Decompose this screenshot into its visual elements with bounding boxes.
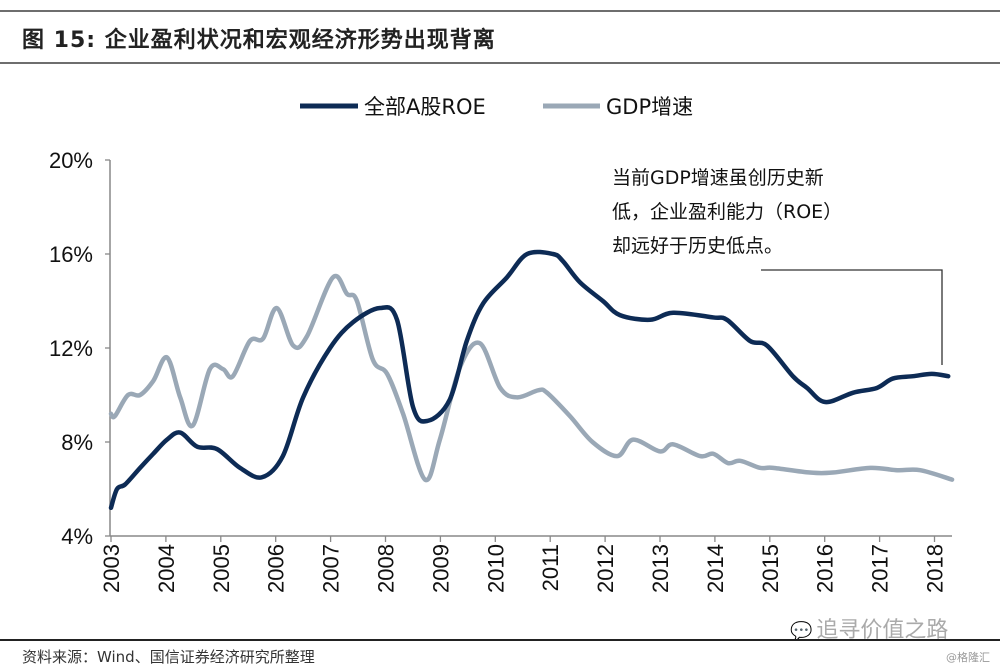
x-tick-label: 2015 (758, 544, 783, 593)
x-tick-label: 2007 (319, 544, 344, 593)
y-tick-label: 12% (49, 336, 93, 361)
legend-label-gdp: GDP增速 (606, 95, 693, 119)
top-rule (0, 10, 1000, 12)
x-tick-label: 2018 (923, 544, 948, 593)
annotation-leader-line (761, 269, 943, 365)
figure-title: 图 15: 企业盈利状况和宏观经济形势出现背离 (22, 28, 496, 53)
y-tick-label: 8% (61, 430, 93, 455)
watermark: 💬 追寻价值之路 (790, 612, 948, 644)
x-tick-label: 2003 (99, 544, 124, 593)
annotation: 当前GDP增速虽创历史新 低，企业盈利能力（ROE） 却远好于历史低点。 (612, 167, 943, 365)
annotation-line-3: 却远好于历史低点。 (612, 235, 783, 257)
watermark-text: 追寻价值之路 (816, 618, 949, 643)
title-rule (0, 62, 1000, 64)
y-tick-label: 20% (49, 148, 93, 173)
credit: @格隆汇 (946, 651, 990, 664)
x-tick-label: 2014 (703, 544, 728, 593)
annotation-line-2: 低，企业盈利能力（ROE） (612, 201, 842, 223)
wechat-icon: 💬 (790, 621, 813, 642)
annotation-line-1: 当前GDP增速虽创历史新 (612, 167, 824, 189)
x-tick-label: 2006 (264, 544, 289, 593)
x-tick-label: 2016 (813, 544, 838, 593)
source-note: 资料来源：Wind、国信证券经济研究所整理 (22, 648, 315, 666)
x-tick-label: 2009 (428, 544, 453, 593)
footer-rule (0, 639, 1000, 641)
x-tick-label: 2012 (593, 544, 618, 593)
x-tick-label: 2008 (374, 544, 399, 593)
x-tick-label: 2017 (868, 544, 893, 593)
x-tick-label: 2013 (648, 544, 673, 593)
y-tick-label: 16% (49, 242, 93, 267)
x-tick-label: 2005 (209, 544, 234, 593)
series-line-gdp (108, 273, 955, 483)
x-tick-label: 2010 (483, 544, 508, 593)
x-tick-label: 2004 (154, 544, 179, 593)
line-chart: 全部A股ROE GDP增速 4% 8% 12% 16% 20% 2003 2004 2005 2… (49, 95, 955, 593)
y-tick-label: 4% (61, 524, 93, 549)
series-line-roe (108, 249, 951, 511)
x-tick-label: 2011 (538, 544, 563, 591)
legend: 全部A股ROE GDP增速 (300, 95, 693, 119)
legend-label-roe: 全部A股ROE (364, 95, 486, 119)
